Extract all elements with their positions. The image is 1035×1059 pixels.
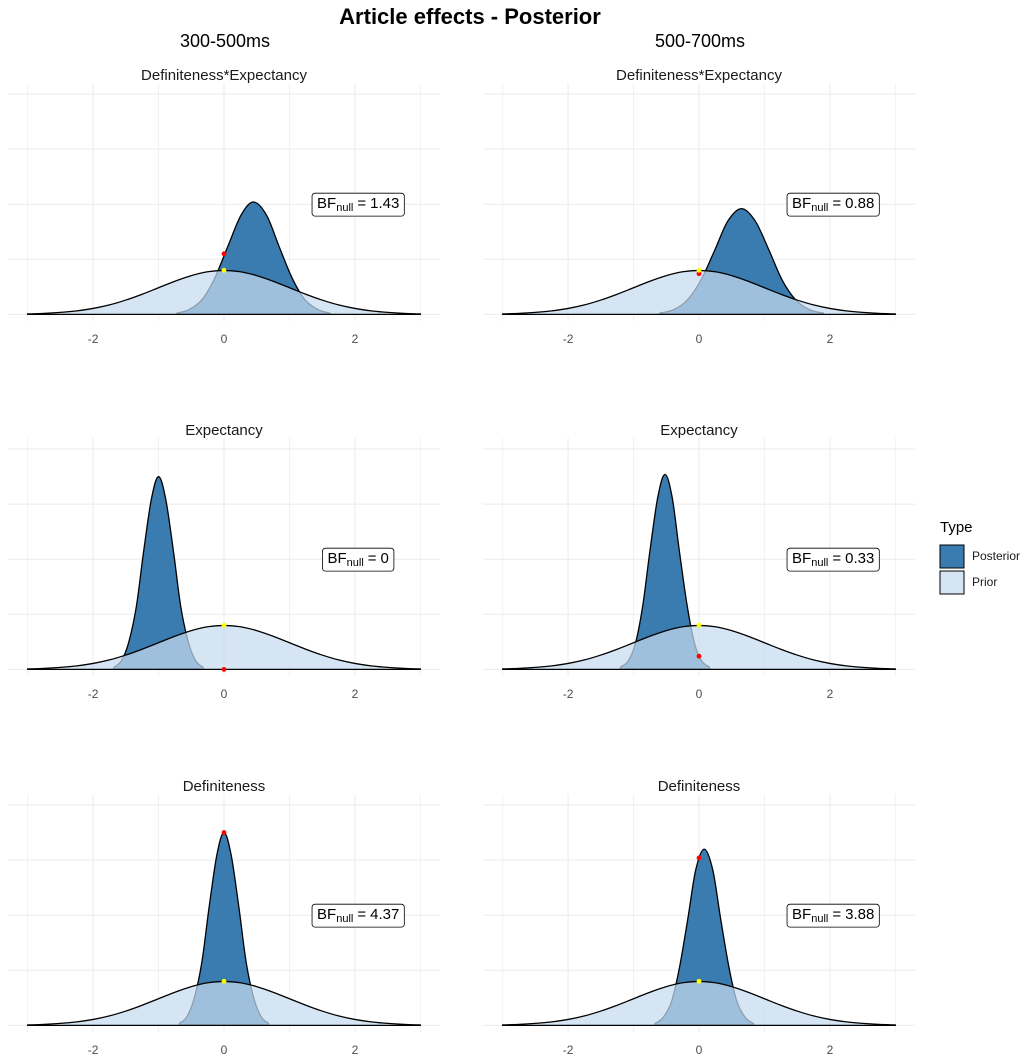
density-area bbox=[501, 624, 897, 671]
bf-operator: = bbox=[368, 550, 377, 567]
bf-annotation: BFnull = 0.88 bbox=[792, 195, 874, 214]
bf-base: BF bbox=[792, 195, 811, 212]
x-tick-label: -2 bbox=[563, 1043, 574, 1057]
density-at-zero bbox=[696, 267, 702, 273]
panel-title: Definiteness*Expectancy bbox=[616, 67, 782, 84]
panel-title: Expectancy bbox=[660, 422, 738, 439]
bf-value: 0 bbox=[381, 550, 389, 567]
bf-operator: = bbox=[832, 550, 841, 567]
density-at-zero bbox=[221, 622, 227, 628]
x-tick-label: 2 bbox=[827, 1043, 834, 1057]
density-at-zero bbox=[221, 251, 227, 257]
bf-subscript: null bbox=[347, 557, 364, 569]
legend-swatch bbox=[939, 544, 965, 569]
figure-title: Article effects - Posterior bbox=[339, 4, 601, 29]
bf-annotation: BFnull = 4.37 bbox=[317, 906, 399, 925]
column-header: 500-700ms bbox=[655, 31, 745, 51]
bf-operator: = bbox=[357, 906, 366, 923]
bf-operator: = bbox=[357, 195, 366, 212]
bf-subscript: null bbox=[336, 202, 353, 214]
bf-operator: = bbox=[832, 906, 841, 923]
density-area bbox=[501, 269, 897, 316]
bf-operator: = bbox=[832, 195, 841, 212]
x-tick-label: 2 bbox=[352, 687, 359, 701]
bf-subscript: null bbox=[336, 913, 353, 925]
density-at-zero bbox=[696, 653, 702, 659]
column-header: 300-500ms bbox=[180, 31, 270, 51]
x-tick-label: -2 bbox=[563, 687, 574, 701]
legend-label: Prior bbox=[972, 575, 997, 589]
bf-annotation: BFnull = 0 bbox=[327, 550, 388, 569]
x-tick-label: 0 bbox=[696, 332, 703, 346]
density-at-zero bbox=[696, 271, 702, 277]
bf-base: BF bbox=[317, 195, 336, 212]
x-tick-label: 0 bbox=[696, 1043, 703, 1057]
density-area bbox=[26, 624, 422, 671]
x-tick-label: -2 bbox=[88, 1043, 99, 1057]
bf-box bbox=[322, 547, 395, 572]
bf-base: BF bbox=[317, 906, 336, 923]
panel-title: Expectancy bbox=[185, 422, 263, 439]
density-at-zero bbox=[696, 622, 702, 628]
bf-value: 4.37 bbox=[370, 906, 399, 923]
x-tick-label: -2 bbox=[88, 687, 99, 701]
bf-box bbox=[311, 903, 405, 928]
bf-box bbox=[786, 192, 880, 217]
bf-base: BF bbox=[792, 550, 811, 567]
bf-subscript: null bbox=[811, 202, 828, 214]
x-tick-label: 2 bbox=[827, 332, 834, 346]
bf-box bbox=[311, 192, 405, 217]
x-tick-label: 2 bbox=[352, 1043, 359, 1057]
panel-title: Definiteness*Expectancy bbox=[141, 67, 307, 84]
x-tick-label: 2 bbox=[352, 332, 359, 346]
density-at-zero bbox=[221, 666, 227, 672]
density-area bbox=[501, 980, 897, 1027]
bf-box bbox=[786, 547, 880, 572]
bf-base: BF bbox=[327, 550, 346, 567]
bf-subscript: null bbox=[811, 557, 828, 569]
x-tick-label: 0 bbox=[221, 332, 228, 346]
bf-annotation: BFnull = 0.33 bbox=[792, 550, 874, 569]
density-at-zero bbox=[221, 978, 227, 984]
x-tick-label: -2 bbox=[88, 332, 99, 346]
panel-title: Definiteness bbox=[658, 778, 741, 795]
x-tick-label: -2 bbox=[563, 332, 574, 346]
x-tick-label: 2 bbox=[827, 687, 834, 701]
bf-value: 0.33 bbox=[845, 550, 874, 567]
bf-base: BF bbox=[792, 906, 811, 923]
legend-title: Type bbox=[940, 519, 973, 536]
bf-annotation: BFnull = 3.88 bbox=[792, 906, 874, 925]
density-area bbox=[26, 269, 422, 316]
panel-title: Definiteness bbox=[183, 778, 266, 795]
density-area bbox=[26, 980, 422, 1027]
bf-value: 1.43 bbox=[370, 195, 399, 212]
density-at-zero bbox=[221, 830, 227, 835]
density-at-zero bbox=[221, 267, 227, 273]
bf-subscript: null bbox=[811, 913, 828, 925]
bf-value: 3.88 bbox=[845, 906, 874, 923]
x-tick-label: 0 bbox=[221, 687, 228, 701]
bf-value: 0.88 bbox=[845, 195, 874, 212]
bf-annotation: BFnull = 1.43 bbox=[317, 195, 399, 214]
legend-swatch bbox=[939, 570, 965, 595]
density-at-zero bbox=[696, 978, 702, 984]
x-tick-label: 0 bbox=[221, 1043, 228, 1057]
bf-box bbox=[786, 903, 880, 928]
density-at-zero bbox=[696, 855, 702, 861]
x-tick-label: 0 bbox=[696, 687, 703, 701]
legend-label: Posterior bbox=[972, 549, 1020, 563]
